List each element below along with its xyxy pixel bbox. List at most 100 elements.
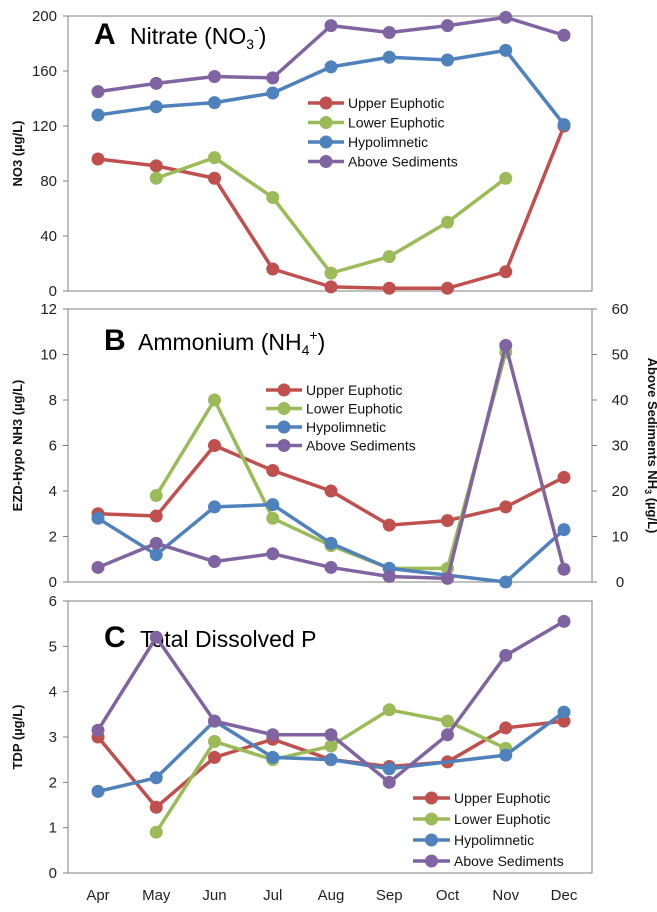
panel-a-nitrate: 0 40 80 120 160 200 NO3 (µg/L) A Nitrate (NO3-) U… bbox=[10, 8, 593, 300]
data-point-upper-euphotic-jun bbox=[208, 171, 221, 185]
y-tick-label: 160 bbox=[32, 63, 57, 80]
data-point-above-sediments-sep bbox=[382, 570, 396, 584]
legend-marker-above-sediments bbox=[277, 439, 291, 452]
data-point-hypolimnetic-may bbox=[149, 548, 163, 562]
y-tick-label: 4 bbox=[49, 483, 57, 500]
legend-marker-upper-euphotic bbox=[277, 383, 291, 397]
title-end: ) bbox=[318, 329, 326, 355]
data-point-lower-euphotic-aug bbox=[324, 739, 338, 753]
data-point-lower-euphotic-may bbox=[149, 489, 163, 503]
data-point-hypolimnetic-nov bbox=[499, 748, 513, 762]
data-point-lower-euphotic-sep bbox=[382, 250, 396, 264]
x-tick-label-apr: Apr bbox=[86, 887, 109, 904]
data-point-above-sediments-nov bbox=[499, 338, 513, 352]
data-point-upper-euphotic-nov bbox=[499, 721, 513, 735]
data-point-hypolimnetic-may bbox=[149, 100, 163, 114]
data-point-hypolimnetic-sep bbox=[382, 762, 396, 776]
series-line-lower-euphotic bbox=[155, 155, 507, 275]
data-point-upper-euphotic-dec bbox=[557, 714, 571, 728]
y-tick-label: 12 bbox=[40, 301, 57, 318]
data-point-above-sediments-dec bbox=[557, 614, 571, 628]
data-point-above-sediments-jul bbox=[266, 728, 280, 742]
legend-marker-hypolimnetic bbox=[277, 420, 291, 434]
data-point-upper-euphotic-nov bbox=[499, 500, 513, 514]
data-point-above-sediments-may bbox=[149, 536, 163, 550]
panel-letter: A bbox=[94, 18, 116, 51]
data-point-above-sediments-apr bbox=[91, 723, 105, 737]
panel-b-ammonium: 0 2 4 6 8 10 12 0 10 20 30 40 50 60 Above Sediments NH… bbox=[10, 301, 657, 591]
data-point-hypolimnetic-oct bbox=[441, 53, 454, 67]
title-subscript: 4 bbox=[302, 342, 310, 358]
data-point-hypolimnetic-nov bbox=[499, 575, 513, 589]
data-point-upper-euphotic-sep bbox=[382, 518, 396, 532]
data-point-above-sediments-may bbox=[149, 630, 163, 644]
data-point-upper-euphotic-dec bbox=[557, 470, 571, 484]
legend-marker-upper-euphotic bbox=[319, 96, 333, 110]
y2-label-units: (µg/L) bbox=[645, 494, 657, 533]
y-tick-label: 3 bbox=[49, 729, 57, 746]
legend-marker-lower-euphotic bbox=[319, 116, 333, 129]
legend-label-hypolimnetic: Hypolimnetic bbox=[454, 832, 534, 848]
data-point-above-sediments-dec bbox=[557, 28, 571, 42]
data-point-above-sediments-oct bbox=[441, 571, 454, 585]
data-point-above-sediments-sep bbox=[382, 26, 396, 39]
data-point-hypolimnetic-apr bbox=[91, 511, 105, 525]
y-tick-label: 80 bbox=[40, 173, 57, 190]
data-point-above-sediments-sep bbox=[382, 775, 396, 789]
series-above-sediments bbox=[91, 10, 571, 99]
series-above-sediments bbox=[91, 614, 571, 789]
data-point-lower-euphotic-jul bbox=[266, 191, 280, 204]
series-upper-euphotic bbox=[91, 439, 571, 532]
legend: Upper Euphotic Lower Euphotic Hypolimnetic… bbox=[413, 790, 564, 869]
legend-marker-above-sediments bbox=[319, 155, 333, 168]
y2-axis-label: Above Sediments NH3 (µg/L) bbox=[643, 358, 657, 534]
x-tick-label-sep: Sep bbox=[376, 887, 403, 904]
data-point-lower-euphotic-nov bbox=[499, 171, 513, 185]
x-tick-label-oct: Oct bbox=[436, 887, 460, 904]
y2-label-subscript: 3 bbox=[643, 489, 653, 494]
x-tick-label-jul: Jul bbox=[263, 887, 282, 904]
y-axis-label: NO3 (µg/L) bbox=[10, 121, 25, 187]
panel-letter: B bbox=[104, 324, 126, 357]
legend-marker-hypolimnetic bbox=[425, 833, 438, 847]
title-superscript: - bbox=[254, 21, 259, 37]
legend-label-upper-euphotic: Upper Euphotic bbox=[306, 382, 403, 398]
month-axis: Apr May Jun Jul Aug Sep Oct Nov Dec bbox=[86, 887, 578, 904]
panel-title: Ammonium (NH4+) bbox=[138, 327, 325, 358]
data-point-lower-euphotic-jul bbox=[266, 511, 280, 525]
data-point-above-sediments-aug bbox=[324, 19, 338, 33]
data-point-hypolimnetic-apr bbox=[91, 784, 105, 798]
y2-tick-label: 20 bbox=[612, 483, 629, 500]
data-point-upper-euphotic-aug bbox=[324, 280, 338, 294]
data-point-hypolimnetic-may bbox=[149, 771, 163, 785]
y-tick-label: 6 bbox=[49, 593, 57, 610]
y-tick-label: 120 bbox=[32, 118, 57, 135]
data-point-hypolimnetic-dec bbox=[557, 705, 571, 719]
data-point-above-sediments-apr bbox=[91, 85, 105, 99]
legend-label-above-sediments: Above Sediments bbox=[306, 438, 416, 454]
x-tick-label-dec: Dec bbox=[551, 887, 578, 904]
data-point-lower-euphotic-aug bbox=[324, 266, 338, 280]
y2-tick-label: 40 bbox=[612, 392, 629, 409]
y-tick-label: 6 bbox=[49, 438, 57, 455]
data-point-above-sediments-nov bbox=[499, 10, 513, 24]
panel-letter: C bbox=[104, 621, 126, 654]
data-point-hypolimnetic-nov bbox=[499, 43, 513, 57]
legend-label-lower-euphotic: Lower Euphotic bbox=[454, 811, 551, 827]
series-hypolimnetic bbox=[91, 43, 571, 132]
data-point-hypolimnetic-sep bbox=[382, 50, 396, 64]
y2-tick-label: 10 bbox=[612, 529, 629, 546]
legend: Upper Euphotic Lower Euphotic Hypolimnetic… bbox=[266, 382, 416, 454]
x-tick-label-aug: Aug bbox=[318, 887, 345, 904]
data-point-upper-euphotic-sep bbox=[382, 281, 396, 295]
data-point-hypolimnetic-jul bbox=[266, 86, 280, 100]
x-tick-label-jun: Jun bbox=[202, 887, 226, 904]
series-hypolimnetic bbox=[91, 498, 571, 589]
data-point-above-sediments-nov bbox=[499, 648, 513, 662]
series-line-upper-euphotic bbox=[97, 125, 566, 290]
data-point-upper-euphotic-may bbox=[149, 509, 163, 523]
legend-marker-lower-euphotic bbox=[277, 402, 291, 415]
data-point-hypolimnetic-jun bbox=[208, 96, 221, 110]
y-tick-label: 5 bbox=[49, 638, 57, 655]
